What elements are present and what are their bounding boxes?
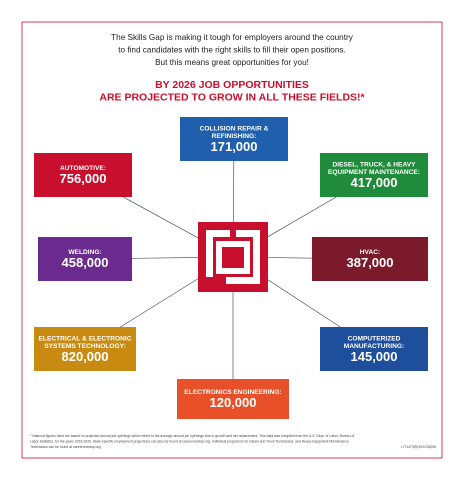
field-label: DIESEL, TRUCK, & HEAVY	[332, 161, 416, 168]
headline: BY 2026 JOB OPPORTUNITIES	[155, 79, 309, 91]
box	[320, 327, 428, 371]
field-label: REFINISHING:	[212, 133, 257, 140]
field-label: COMPUTERIZED	[348, 335, 401, 342]
field-value: 387,000	[347, 255, 394, 270]
intro-text: to find candidates with the right skills…	[118, 46, 346, 55]
field-value: 120,000	[210, 395, 257, 410]
field-label: EQUIPMENT MAINTENANCE:	[328, 169, 420, 176]
field-value: 756,000	[60, 171, 107, 186]
field-box: HVAC:387,000	[312, 237, 428, 281]
field-box: COLLISION REPAIR &REFINISHING:171,000	[180, 117, 288, 161]
field-label: HVAC:	[360, 249, 380, 256]
footnote: * National figures cited are based on pr…	[30, 434, 354, 438]
field-value: 417,000	[351, 175, 398, 190]
field-label: COLLISION REPAIR &	[200, 125, 269, 132]
field-label: AUTOMOTIVE:	[60, 165, 106, 172]
field-box: AUTOMOTIVE:756,000	[34, 153, 132, 197]
box	[34, 153, 132, 197]
logo	[198, 222, 268, 292]
intro-text: The Skills Gap is making it tough for em…	[111, 33, 354, 42]
field-value: 171,000	[211, 139, 258, 154]
box	[180, 117, 288, 161]
field-value: 820,000	[62, 349, 109, 364]
box	[34, 327, 136, 371]
field-label: WELDING:	[68, 249, 101, 256]
box	[38, 237, 132, 281]
field-value: 458,000	[62, 255, 109, 270]
field-label: ELECTRONICS ENGINEERING:	[184, 389, 281, 396]
field-value: 145,000	[351, 349, 398, 364]
frame	[21, 21, 443, 459]
field-label: MANUFACTURING:	[344, 343, 404, 350]
doc-code: LIT1473|R|3/19-03|005	[401, 445, 436, 449]
field-label: SYSTEMS TECHNOLOGY:	[44, 343, 126, 350]
footnote: Technicians can be found at careeronesto…	[30, 445, 101, 449]
box	[312, 237, 428, 281]
box	[177, 379, 289, 419]
intro-text: But this means great opportunities for y…	[155, 58, 309, 67]
footnote: Labor Statistics, for the years 2016-202…	[30, 439, 349, 443]
field-label: ELECTRICAL & ELECTRONIC	[39, 335, 132, 342]
box	[320, 153, 428, 197]
field-box: WELDING:458,000	[38, 237, 132, 281]
field-box: ELECTRONICS ENGINEERING:120,000	[177, 379, 289, 419]
headline: ARE PROJECTED TO GROW IN ALL THESE FIELD…	[99, 91, 365, 103]
